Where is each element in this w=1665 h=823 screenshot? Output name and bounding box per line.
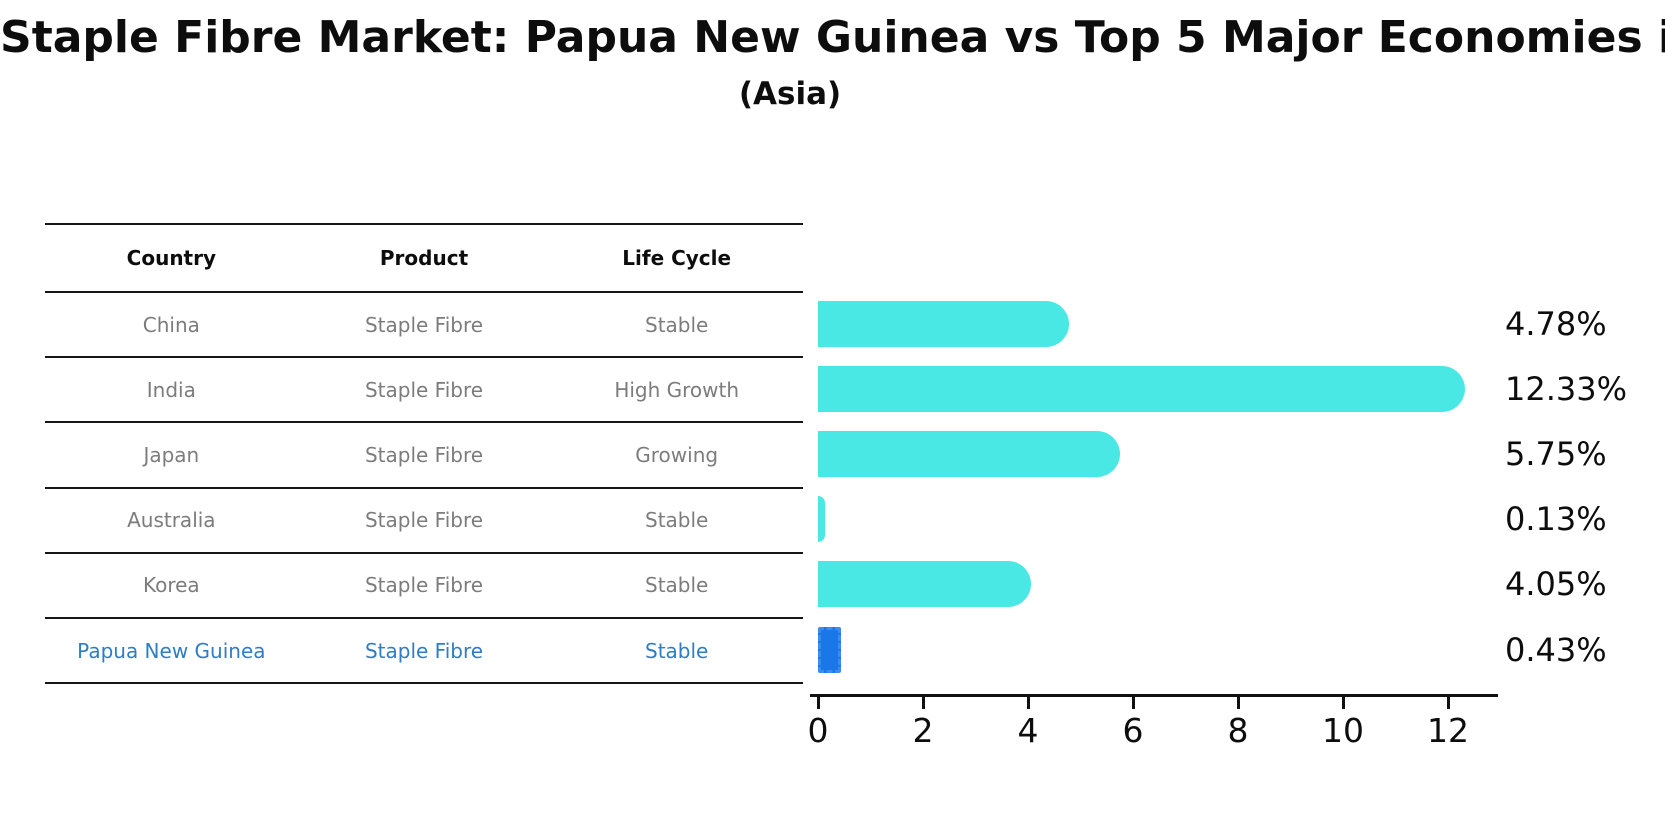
table-cell: China — [142, 312, 200, 337]
x-axis-tick-mark — [1236, 696, 1240, 709]
table-body: China Staple Fibre Stable India Staple Fibre… — [45, 293, 803, 685]
table-header-row: Country Product Life Cycle — [45, 225, 803, 293]
x-axis-tick-mark — [1026, 696, 1030, 709]
x-axis-tick-label: 0 — [807, 711, 829, 750]
table-row: Papua New Guinea Staple Fibre Stable — [45, 619, 803, 685]
table-cell: Stable — [645, 573, 709, 598]
bar-value-label: 5.75% — [1505, 435, 1607, 473]
table-cell: Stable — [645, 508, 709, 533]
x-axis-tick-label: 10 — [1322, 711, 1364, 750]
table-cell: India — [146, 377, 196, 402]
bar-value-label: 0.13% — [1505, 500, 1607, 539]
table-cell: Staple Fibre — [364, 573, 484, 598]
table-cell: Staple Fibre — [364, 312, 484, 337]
x-axis-tick-label: 8 — [1227, 711, 1249, 750]
table-row: Australia Staple Fibre Stable — [45, 489, 803, 554]
x-axis-tick-mark — [1446, 696, 1450, 709]
country-product-table: Country Product Life Cycle China Staple F… — [45, 223, 803, 685]
table-cell: Staple Fibre — [364, 377, 484, 402]
chart-title: Staple Fibre Market: Papua New Guinea vs… — [0, 12, 1665, 63]
table-row: Korea Staple Fibre Stable — [45, 554, 803, 619]
table-cell: High Growth — [614, 377, 740, 402]
bar-value-label: 12.33% — [1505, 369, 1628, 408]
x-axis-tick-label: 4 — [1017, 711, 1039, 750]
table-cell: Staple Fibre — [364, 508, 484, 533]
bar-value-label: 4.05% — [1505, 565, 1607, 604]
bar-value-label: 0.43% — [1505, 630, 1607, 669]
table-cell: Growing — [635, 442, 719, 467]
table-row: India Staple Fibre High Growth — [45, 358, 803, 424]
x-axis-tick-label: 6 — [1122, 711, 1144, 750]
table-header-product: Product — [379, 246, 469, 270]
x-axis-tick-mark — [1131, 696, 1135, 709]
table-cell: Staple Fibre — [364, 442, 484, 467]
table-cell: Japan — [143, 442, 200, 467]
table-cell: Stable — [645, 638, 709, 663]
table-cell: Stable — [645, 312, 709, 337]
table-cell: Papua New Guinea — [77, 638, 266, 663]
chart-subtitle: (Asia) — [738, 76, 842, 112]
x-axis-tick-mark — [921, 696, 925, 709]
bar — [818, 300, 1069, 347]
bar — [818, 561, 1031, 608]
table-row: Japan Staple Fibre Growing — [45, 423, 803, 489]
x-axis-line — [810, 694, 1498, 697]
table-cell: Staple Fibre — [364, 638, 484, 663]
x-axis-tick-mark — [816, 696, 820, 709]
x-axis-tick-label: 12 — [1427, 711, 1469, 750]
bar — [818, 365, 1466, 412]
bar — [818, 431, 1120, 477]
x-axis-tick-label: 2 — [912, 711, 934, 750]
bar-highlight — [818, 626, 841, 673]
table-header-country: Country — [126, 246, 217, 270]
table-row: China Staple Fibre Stable — [45, 293, 803, 359]
table-header-life-cycle: Life Cycle — [622, 246, 732, 270]
table-cell: Korea — [142, 573, 200, 598]
bar-value-label: 4.78% — [1505, 304, 1607, 343]
x-axis-tick-mark — [1341, 696, 1345, 709]
table-cell: Australia — [127, 508, 216, 533]
bar — [818, 496, 825, 543]
